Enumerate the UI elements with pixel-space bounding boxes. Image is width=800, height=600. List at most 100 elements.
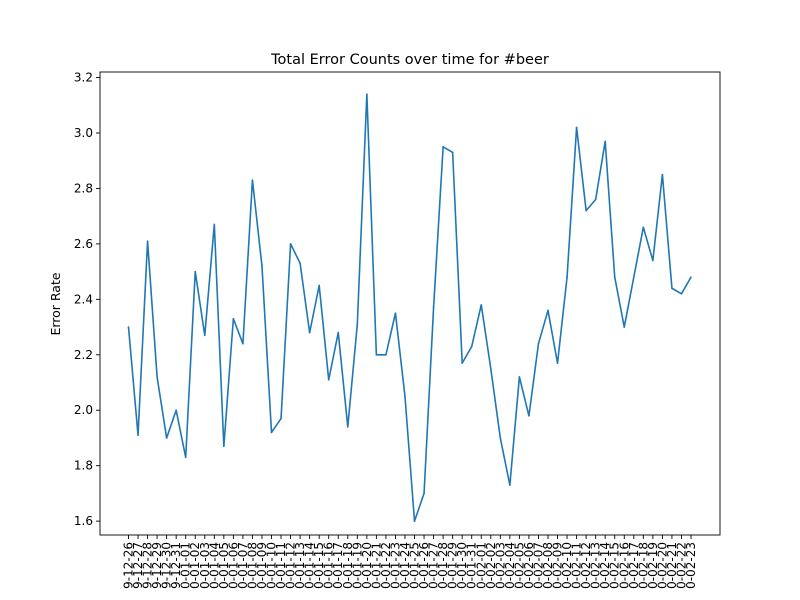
series-line bbox=[127, 93, 692, 522]
data-point bbox=[337, 331, 340, 334]
x-tick-label: 0-01-25 bbox=[408, 542, 422, 589]
x-tick-label: 0-02-22 bbox=[674, 542, 688, 589]
x-tick-label: 0-01-11 bbox=[274, 542, 288, 589]
x-tick-label: 0-02-08 bbox=[541, 542, 555, 589]
x-tick-label: 0-01-04 bbox=[207, 542, 221, 589]
x-tick-label: 0-01-16 bbox=[322, 542, 336, 589]
y-tick-label: 1.6 bbox=[74, 514, 93, 528]
x-tick-label: 0-02-12 bbox=[579, 542, 593, 589]
data-point bbox=[470, 345, 473, 348]
data-point bbox=[308, 331, 311, 334]
data-point bbox=[289, 243, 292, 245]
x-tick-label: 0-01-31 bbox=[465, 542, 479, 589]
data-point bbox=[194, 270, 197, 273]
x-tick-label: 0-02-06 bbox=[522, 542, 536, 589]
data-point bbox=[547, 309, 549, 312]
data-point bbox=[280, 417, 282, 420]
data-point bbox=[604, 140, 606, 143]
x-tick-label: 0-01-30 bbox=[455, 542, 469, 589]
x-tick-label: 0-02-09 bbox=[551, 542, 565, 589]
y-tick-label: 1.8 bbox=[74, 459, 93, 473]
x-tick-label: 0-01-29 bbox=[446, 542, 460, 589]
x-axis: 9-12-269-12-279-12-289-12-299-12-309-12-… bbox=[122, 535, 698, 589]
x-tick-label: 9-12-30 bbox=[160, 542, 174, 589]
data-point bbox=[489, 367, 492, 370]
x-tick-label: 0-01-03 bbox=[198, 542, 212, 589]
x-tick-label: 0-02-19 bbox=[646, 542, 660, 589]
x-tick-label: 0-01-10 bbox=[265, 542, 279, 589]
x-tick-label: 0-02-23 bbox=[684, 542, 698, 589]
x-tick-label: 0-01-12 bbox=[284, 542, 298, 589]
data-point bbox=[184, 456, 187, 459]
x-tick-label: 0-01-13 bbox=[293, 542, 307, 589]
y-tick-label: 2.6 bbox=[74, 237, 93, 251]
x-tick-label: 0-01-21 bbox=[369, 542, 383, 589]
x-tick-label: 0-01-24 bbox=[398, 542, 412, 589]
data-point bbox=[432, 306, 435, 309]
x-tick-label: 0-02-04 bbox=[503, 542, 517, 589]
data-point bbox=[175, 409, 177, 412]
x-tick-label: 0-02-17 bbox=[627, 542, 641, 589]
x-tick-label: 0-01-06 bbox=[226, 542, 240, 589]
data-point bbox=[518, 376, 521, 378]
data-point bbox=[127, 326, 130, 328]
x-tick-label: 0-02-16 bbox=[617, 542, 631, 589]
data-point bbox=[480, 304, 483, 306]
y-tick-label: 2.8 bbox=[74, 181, 93, 195]
data-point bbox=[413, 520, 416, 522]
x-tick-label: 0-01-02 bbox=[188, 542, 202, 589]
x-tick-label: 9-12-28 bbox=[141, 542, 155, 589]
data-point bbox=[270, 431, 273, 434]
data-point bbox=[223, 445, 225, 448]
x-tick-label: 0-02-14 bbox=[598, 542, 612, 589]
x-tick-label: 0-02-03 bbox=[493, 542, 507, 589]
data-point bbox=[461, 362, 463, 364]
data-point bbox=[318, 284, 320, 287]
data-point bbox=[261, 265, 263, 267]
data-point bbox=[680, 292, 683, 295]
data-point bbox=[671, 287, 673, 290]
x-tick-label: 0-02-02 bbox=[484, 542, 498, 589]
data-point bbox=[613, 276, 616, 278]
x-tick-label: 0-02-20 bbox=[655, 542, 669, 589]
data-point bbox=[385, 353, 387, 356]
data-point bbox=[442, 146, 444, 148]
x-tick-label: 0-01-08 bbox=[245, 542, 259, 589]
data-point bbox=[156, 376, 158, 378]
x-tick-label: 0-01-14 bbox=[303, 542, 317, 589]
y-tick-label: 2.2 bbox=[74, 348, 93, 362]
x-tick-label: 0-01-17 bbox=[331, 542, 345, 589]
data-point bbox=[528, 414, 530, 417]
data-point bbox=[623, 326, 626, 328]
x-tick-label: 0-02-11 bbox=[570, 542, 584, 589]
data-point bbox=[203, 334, 206, 337]
x-tick-label: 0-01-27 bbox=[427, 542, 441, 589]
data-point bbox=[251, 179, 254, 181]
data-point bbox=[404, 395, 406, 398]
data-point bbox=[509, 484, 511, 486]
x-tick-label: 0-02-05 bbox=[512, 542, 526, 589]
data-point bbox=[451, 151, 454, 154]
x-tick-label: 9-12-26 bbox=[122, 542, 136, 589]
x-tick-label: 0-01-05 bbox=[217, 542, 231, 589]
data-point bbox=[661, 173, 664, 176]
x-tick-label: 0-02-07 bbox=[531, 542, 545, 589]
x-tick-label: 0-01-28 bbox=[436, 542, 450, 589]
y-tick-label: 2.0 bbox=[74, 403, 93, 417]
data-points bbox=[127, 93, 692, 522]
data-point bbox=[594, 198, 597, 201]
plot-area bbox=[99, 71, 721, 536]
x-tick-label: 0-01-19 bbox=[350, 542, 364, 589]
x-tick-label: 0-01-15 bbox=[312, 542, 326, 589]
data-point bbox=[642, 226, 645, 229]
x-tick-label: 0-01-18 bbox=[341, 542, 355, 589]
x-tick-label: 0-02-18 bbox=[636, 542, 650, 589]
x-tick-label: 9-12-29 bbox=[150, 542, 164, 589]
data-point bbox=[556, 362, 559, 364]
data-point bbox=[423, 492, 425, 495]
data-point bbox=[394, 312, 397, 315]
x-tick-label: 0-01-20 bbox=[360, 542, 374, 589]
x-tick-label: 0-02-01 bbox=[474, 542, 488, 589]
data-point bbox=[632, 276, 635, 278]
